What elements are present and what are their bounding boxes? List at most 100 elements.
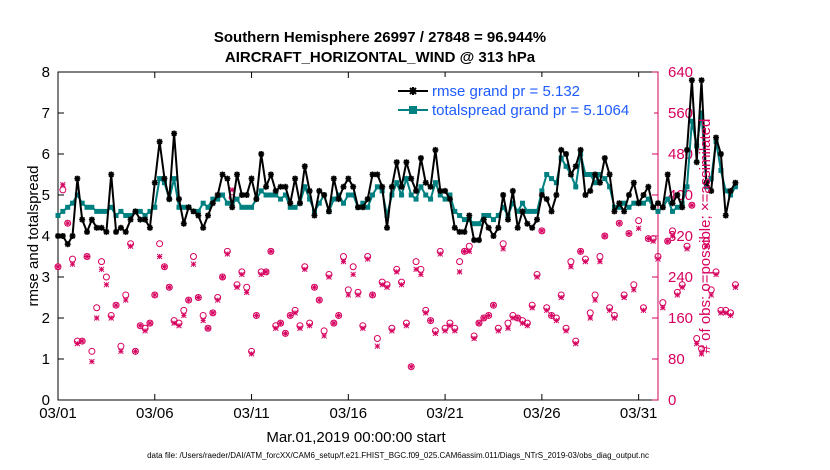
obs-assimilated-point — [655, 256, 661, 262]
rmse-point — [350, 183, 357, 190]
obs-assimilated-point — [563, 327, 569, 334]
obs-assimilated-point — [340, 258, 347, 265]
totalspread-point — [399, 192, 405, 198]
obs-assimilated-point — [722, 310, 729, 316]
rmse-point — [277, 183, 284, 190]
obs-assimilated-point — [514, 315, 521, 321]
rmse-point — [84, 228, 91, 235]
rmse-point — [161, 175, 168, 182]
obs-assimilated-point — [689, 202, 695, 209]
obs-assimilated-point — [432, 330, 439, 337]
y-right-tick-label: 80 — [668, 351, 685, 368]
obs-assimilated-point — [118, 348, 124, 355]
obs-assimilated-point — [74, 340, 81, 347]
legend-spread-label: totalspread grand pr = 5.1064 — [432, 102, 629, 119]
obs-possible-point — [146, 319, 154, 327]
rmse-point — [74, 175, 81, 182]
y-right-tick-label: 560 — [668, 105, 693, 122]
rmse-point — [500, 192, 507, 198]
rmse-point — [243, 192, 250, 198]
rmse-point — [582, 192, 589, 198]
obs-assimilated-point — [529, 304, 536, 311]
legend-rmse-label: rmse grand pr = 5.132 — [432, 83, 580, 100]
totalspread-point — [215, 196, 221, 202]
totalspread-point — [205, 204, 211, 210]
obs-assimilated-point — [287, 312, 294, 319]
obs-possible-point — [112, 301, 120, 309]
obs-possible-point — [635, 217, 643, 225]
rmse-point — [229, 204, 236, 211]
totalspread-point — [128, 213, 134, 218]
obs-assimilated-point — [480, 315, 487, 321]
totalspread-point — [108, 204, 114, 210]
totalspread-point — [74, 192, 80, 198]
totalspread-point — [345, 192, 351, 198]
obs-assimilated-point — [384, 284, 390, 291]
series-lines — [55, 77, 739, 248]
rmse-point — [471, 237, 478, 244]
totalspread-point — [273, 192, 279, 198]
totalspread-point — [452, 208, 458, 214]
x-tick-label: 03/16 — [330, 405, 368, 422]
totalspread-point — [500, 204, 506, 210]
obs-assimilated-point — [568, 263, 574, 270]
y-tick-label: 7 — [42, 105, 50, 122]
plot-area — [57, 71, 659, 401]
totalspread-point — [520, 200, 526, 206]
obs-assimilated-point — [335, 312, 342, 319]
rmse-point — [379, 183, 386, 190]
rmse-point — [200, 224, 207, 231]
totalspread-point — [89, 204, 95, 210]
obs-possible-point — [335, 311, 343, 319]
rmse-point — [422, 179, 429, 186]
obs-assimilated-point — [151, 292, 158, 298]
obs-possible-point — [165, 283, 173, 291]
rmse-point — [693, 159, 700, 166]
rmse-point — [403, 159, 410, 166]
totalspread-point — [563, 163, 569, 169]
obs-assimilated-point — [403, 322, 410, 329]
rmse-point — [475, 237, 482, 244]
obs-assimilated-point — [113, 302, 119, 309]
totalspread-point — [249, 204, 255, 210]
totalspread-point — [597, 172, 603, 177]
rmse-point — [442, 187, 449, 194]
totalspread-point — [234, 196, 240, 202]
rmse-point — [209, 200, 216, 207]
obs-assimilated-point — [205, 325, 211, 332]
obs-assimilated-point — [147, 320, 153, 326]
obs-assimilated-point — [621, 294, 627, 301]
rmse-point — [151, 179, 158, 186]
totalspread-point — [394, 180, 400, 186]
totalspread-point — [316, 200, 322, 206]
totalspread-point — [384, 213, 390, 218]
obs-assimilated-point — [510, 315, 516, 321]
totalspread-point — [94, 208, 100, 214]
obs-assimilated-point — [379, 281, 386, 288]
obs-possible-point — [83, 253, 91, 260]
totalspread-point — [723, 188, 729, 194]
totalspread-point — [616, 204, 622, 210]
totalspread-point — [220, 192, 226, 198]
totalspread-point — [461, 217, 467, 223]
obs-assimilated-point — [679, 284, 686, 291]
rmse-point — [287, 200, 294, 207]
totalspread-point — [176, 204, 182, 210]
obs-assimilated-point — [548, 312, 555, 319]
obs-assimilated-point — [582, 258, 589, 265]
totalspread-point — [621, 200, 627, 206]
obs-assimilated-point — [369, 292, 376, 298]
rmse-point — [195, 212, 202, 219]
chart-title: Southern Hemisphere 26997 / 27848 = 96.9… — [214, 29, 546, 46]
rmse-point — [640, 192, 647, 198]
obs-assimilated-point — [427, 317, 434, 324]
obs-assimilated-point — [263, 269, 269, 275]
obs-possible-point — [310, 283, 318, 291]
obs-assimilated-point — [355, 292, 361, 298]
rmse-point — [248, 175, 255, 182]
obs-assimilated-point — [253, 312, 260, 319]
obs-assimilated-point — [161, 263, 168, 270]
rmse-point — [664, 171, 671, 178]
rmse-point — [335, 196, 342, 203]
